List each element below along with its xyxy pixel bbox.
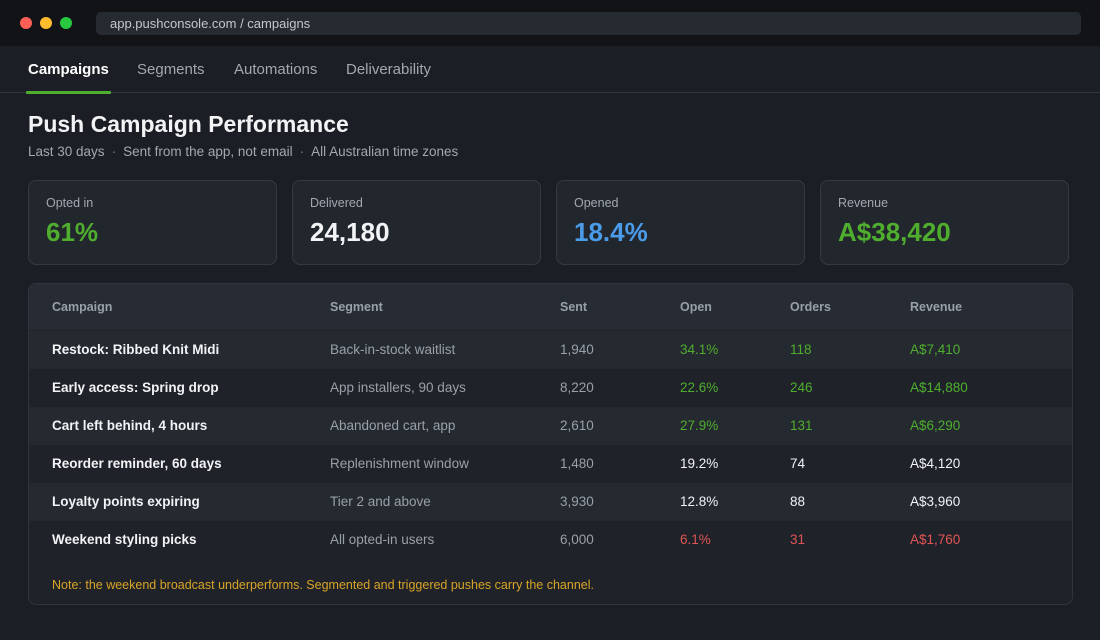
open-rate-cell: 27.9% xyxy=(680,418,719,433)
segment-cell: Abandoned cart, app xyxy=(330,418,456,433)
column-header-segment[interactable]: Segment xyxy=(330,300,383,314)
campaign-table: Campaign Segment Sent Open Orders Revenu… xyxy=(28,283,1073,605)
sent-cell: 6,000 xyxy=(560,532,594,547)
segment-cell: All opted-in users xyxy=(330,532,435,547)
segment-cell: Tier 2 and above xyxy=(330,494,431,509)
browser-chrome: app.pushconsole.com / campaigns xyxy=(0,0,1100,46)
orders-cell: 88 xyxy=(790,494,806,509)
kpi-label: Delivered xyxy=(310,196,363,210)
subtitle-separator: · xyxy=(111,144,117,159)
tab-campaigns[interactable]: Campaigns xyxy=(26,46,111,94)
insight-note: Note: the weekend broadcast underperform… xyxy=(52,578,594,592)
close-window-button[interactable] xyxy=(20,17,32,29)
kpi-value: 18.4% xyxy=(574,217,648,247)
sent-cell: 3,930 xyxy=(560,494,594,509)
column-header-revenue[interactable]: Revenue xyxy=(910,300,963,314)
kpi-card-opted-in: Opted in 61% xyxy=(28,180,277,265)
orders-cell: 131 xyxy=(790,418,813,433)
kpi-card-delivered: Delivered 24,180 xyxy=(292,180,541,265)
table-row[interactable]: Early access: Spring drop App installers,… xyxy=(29,369,1072,407)
open-rate-cell: 34.1% xyxy=(680,342,719,357)
kpi-label: Revenue xyxy=(838,196,889,210)
open-rate-cell: 19.2% xyxy=(680,456,719,471)
tab-deliverability[interactable]: Deliverability xyxy=(346,61,432,78)
orders-cell: 118 xyxy=(790,342,812,357)
kpi-value: A$38,420 xyxy=(838,217,951,247)
sent-cell: 2,610 xyxy=(560,418,594,433)
page-title: Push Campaign Performance xyxy=(28,111,349,137)
campaign-name-cell: Restock: Ribbed Knit Midi xyxy=(52,342,220,357)
segment-cell: App installers, 90 days xyxy=(330,380,466,395)
segment-cell: Replenishment window xyxy=(330,456,469,471)
tab-automations[interactable]: Automations xyxy=(234,61,318,78)
kpi-value: 24,180 xyxy=(310,217,390,247)
table-row[interactable]: Weekend styling picks All opted-in users 6… xyxy=(29,521,1072,559)
orders-cell: 74 xyxy=(790,456,806,471)
table-header: Campaign Segment Sent Open Orders Revenu… xyxy=(29,284,1072,330)
window-controls xyxy=(20,17,72,29)
campaign-name-cell: Loyalty points expiring xyxy=(52,494,200,509)
kpi-label: Opted in xyxy=(46,196,94,210)
revenue-cell: A$7,410 xyxy=(910,342,961,357)
table-row[interactable]: Reorder reminder, 60 days Replenishment w… xyxy=(29,445,1072,483)
minimize-window-button[interactable] xyxy=(40,17,52,29)
timezone-note: All Australian time zones xyxy=(311,144,459,159)
open-rate-cell: 6.1% xyxy=(680,532,711,547)
revenue-cell: A$6,290 xyxy=(910,418,961,433)
column-header-orders[interactable]: Orders xyxy=(790,300,831,314)
kpi-card-opened: Opened 18.4% xyxy=(556,180,805,265)
sent-cell: 1,940 xyxy=(560,342,594,357)
revenue-cell: A$3,960 xyxy=(910,494,961,509)
revenue-cell: A$4,120 xyxy=(910,456,961,471)
table-row[interactable]: Loyalty points expiring Tier 2 and above 3… xyxy=(29,483,1072,521)
page-subtitle: Last 30 days · Sent from the app, not emai… xyxy=(28,144,458,159)
tab-bar: Campaigns Segments Automations Deliverab… xyxy=(0,46,1100,94)
column-header-campaign[interactable]: Campaign xyxy=(52,300,113,314)
open-rate-cell: 12.8% xyxy=(680,494,719,509)
kpi-label: Opened xyxy=(574,196,619,210)
orders-cell: 246 xyxy=(790,380,813,395)
segment-cell: Back-in-stock waitlist xyxy=(330,342,456,357)
campaign-name-cell: Cart left behind, 4 hours xyxy=(52,418,208,433)
sent-cell: 8,220 xyxy=(560,380,594,395)
sent-cell: 1,480 xyxy=(560,456,594,471)
channel-note: Sent from the app, not email xyxy=(123,144,293,159)
maximize-window-button[interactable] xyxy=(60,17,72,29)
revenue-cell: A$14,880 xyxy=(910,380,968,395)
orders-cell: 31 xyxy=(790,532,806,547)
date-range-label: Last 30 days xyxy=(28,144,105,159)
subtitle-separator: · xyxy=(299,144,305,159)
tab-segments[interactable]: Segments xyxy=(137,61,205,78)
campaign-name-cell: Early access: Spring drop xyxy=(52,380,219,395)
kpi-value: 61% xyxy=(46,217,99,247)
address-bar[interactable]: app.pushconsole.com / campaigns xyxy=(96,12,1081,35)
table-row[interactable]: Cart left behind, 4 hours Abandoned cart,… xyxy=(29,407,1072,445)
open-rate-cell: 22.6% xyxy=(680,380,719,395)
table-row[interactable]: Restock: Ribbed Knit Midi Back-in-stock w… xyxy=(29,331,1072,369)
campaign-name-cell: Weekend styling picks xyxy=(52,532,197,547)
campaign-name-cell: Reorder reminder, 60 days xyxy=(52,456,222,471)
kpi-card-revenue: Revenue A$38,420 xyxy=(820,180,1069,265)
column-header-open[interactable]: Open xyxy=(680,300,712,314)
column-header-sent[interactable]: Sent xyxy=(560,300,588,314)
revenue-cell: A$1,760 xyxy=(910,532,961,547)
